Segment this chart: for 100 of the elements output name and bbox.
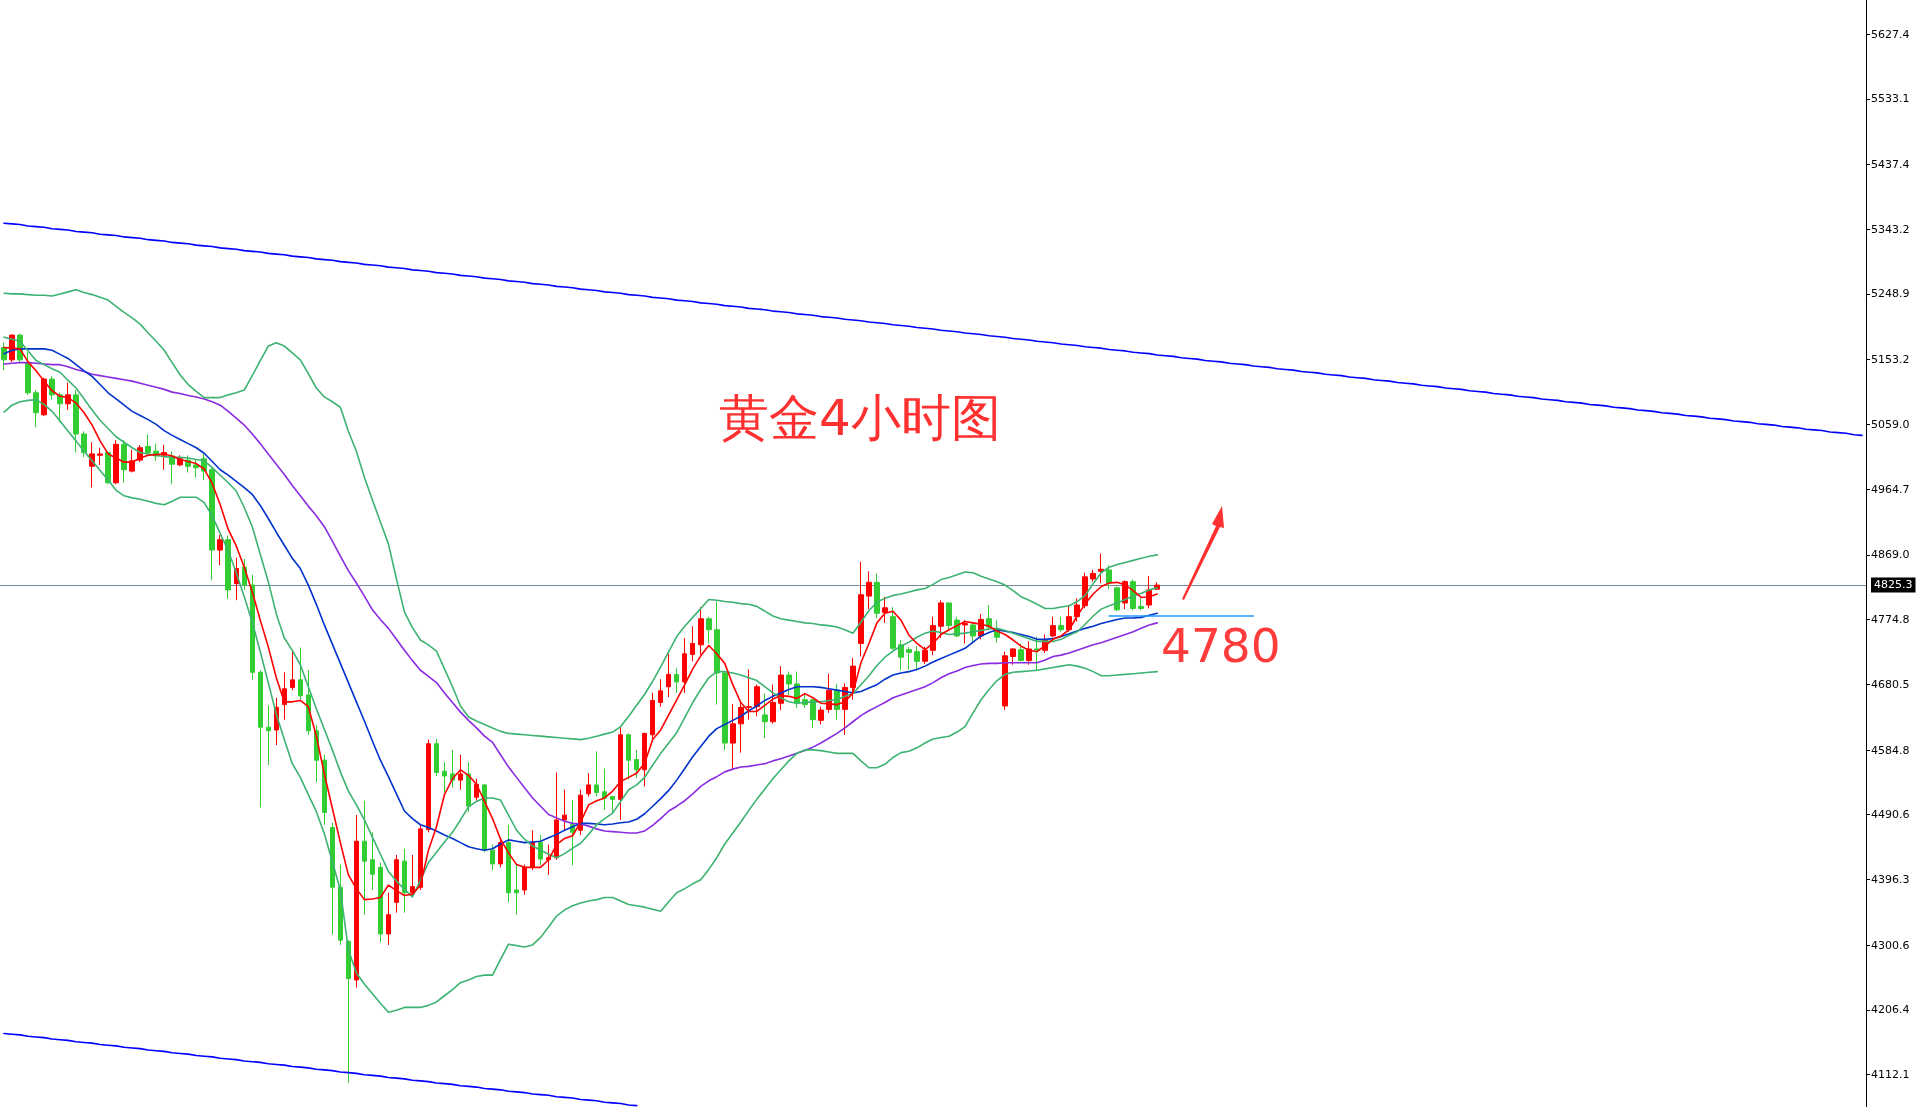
candlestick <box>65 382 71 411</box>
candlestick <box>914 645 920 671</box>
y-tick-label: 5248.9 <box>1871 287 1910 301</box>
candlestick <box>1066 604 1072 633</box>
candlestick <box>258 669 263 809</box>
candlestick <box>946 602 952 631</box>
candlestick <box>666 653 671 698</box>
candlestick <box>1098 553 1104 584</box>
candlestick <box>866 570 872 610</box>
candlestick <box>602 767 607 811</box>
candlestick <box>634 749 639 779</box>
candlestick <box>610 796 615 814</box>
candlestick <box>402 848 407 914</box>
candlestick <box>562 789 567 831</box>
y-tick-label: 4112.1 <box>1871 1068 1910 1082</box>
candlestick <box>1138 597 1144 611</box>
candlestick <box>474 778 479 802</box>
candlestick <box>1018 642 1024 662</box>
candlestick <box>1122 579 1128 610</box>
y-tick-label: 4774.8 <box>1871 613 1910 627</box>
candlestick <box>378 862 383 943</box>
candlestick <box>714 601 720 706</box>
candlestick <box>770 684 776 725</box>
candlestick <box>1058 616 1064 633</box>
y-tick-label: 4206.4 <box>1871 1003 1910 1017</box>
text: 黄金4小时图 <box>719 389 1001 447</box>
candlestick <box>370 831 375 891</box>
candlestick <box>97 447 103 466</box>
candlestick <box>33 389 39 428</box>
candlestick <box>1074 597 1080 622</box>
y-tick-label: 5437.4 <box>1871 158 1910 172</box>
candlestick <box>858 561 864 658</box>
candlestick <box>426 739 431 833</box>
candlestick <box>25 351 31 396</box>
candlestick <box>690 625 695 662</box>
candlestick <box>113 439 119 485</box>
candlestick <box>145 434 151 456</box>
y-tick-label: 5153.2 <box>1871 353 1910 367</box>
candlestick <box>730 703 736 771</box>
candlestick <box>554 772 559 861</box>
candlestick <box>546 844 551 876</box>
y-tick-label: 4396.3 <box>1871 872 1910 886</box>
candlestick <box>1034 636 1040 671</box>
candlestick <box>922 646 928 665</box>
candlestick <box>290 649 295 691</box>
candlestick <box>578 789 583 836</box>
candlestick <box>225 535 231 600</box>
candlestick <box>266 704 271 766</box>
candlestick <box>810 697 816 729</box>
candlestick <box>626 732 631 780</box>
y-tick-label: 5533.1 <box>1871 92 1910 106</box>
y-tick-label: 4490.6 <box>1871 808 1910 822</box>
y-tick-label: 4869.0 <box>1871 548 1910 562</box>
candlestick <box>81 430 87 458</box>
candlestick <box>1010 647 1016 666</box>
candlestick <box>434 738 439 777</box>
candlestick <box>466 761 471 813</box>
candlestick <box>754 684 760 717</box>
candlestick <box>674 667 679 694</box>
candlestick <box>930 616 936 656</box>
candlestick <box>594 750 599 798</box>
y-tick-label: 5343.2 <box>1871 222 1910 236</box>
candlestick <box>962 619 968 644</box>
candlestick <box>570 799 575 866</box>
candlestick <box>177 454 183 467</box>
candlestick <box>898 639 904 671</box>
candlestick <box>161 444 167 471</box>
candlestick <box>330 822 335 936</box>
candlestick <box>386 892 391 946</box>
candlestick <box>506 824 511 903</box>
candlestick <box>650 692 655 741</box>
candlestick <box>738 702 744 754</box>
candlestick <box>706 616 712 644</box>
candlestick <box>193 459 199 478</box>
candlestick <box>986 604 992 631</box>
candlestick <box>538 834 543 866</box>
candlestick <box>1026 640 1032 666</box>
candlestick <box>73 389 79 454</box>
candlestick <box>1090 569 1096 583</box>
candlestick <box>762 693 768 739</box>
candlestick <box>746 669 752 721</box>
candlestick <box>658 678 663 708</box>
candlestick <box>586 772 591 798</box>
candlestick <box>530 829 535 871</box>
annotation: 4780 <box>1161 618 1281 673</box>
candlestick <box>682 637 687 694</box>
candlestick <box>642 732 647 787</box>
candlestick <box>1050 616 1056 638</box>
candlestick <box>874 572 880 619</box>
ref-line-label: 4825.3 <box>1874 578 1913 592</box>
candlestick <box>209 467 215 581</box>
candlestick <box>1106 564 1112 590</box>
y-tick-label: 4584.8 <box>1871 743 1910 757</box>
candlestick <box>346 939 351 1084</box>
y-tick-label: 4964.7 <box>1871 482 1910 496</box>
candlestick <box>906 646 912 671</box>
candlestick <box>129 449 135 473</box>
y-tick-label: 4300.6 <box>1871 938 1910 952</box>
candlestick <box>882 596 888 624</box>
candlestick <box>458 754 463 791</box>
